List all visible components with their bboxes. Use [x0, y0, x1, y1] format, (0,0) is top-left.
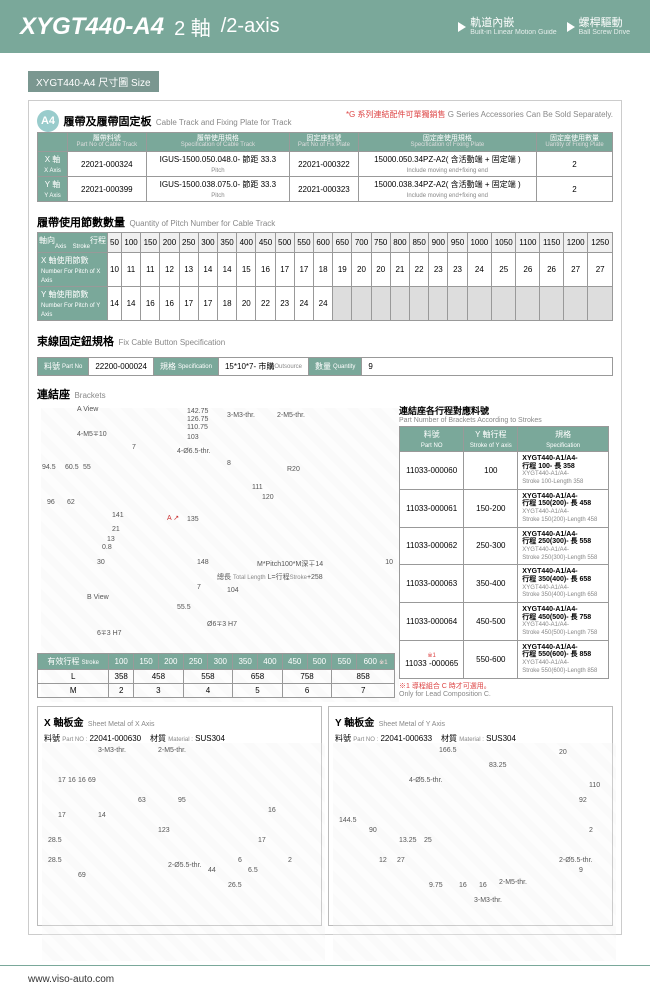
- cable-track-table: 履帶料號Part No of Cable Track履帶使用規格Specific…: [37, 132, 613, 202]
- sheet-x-box: X 軸板金 Sheet Metal of X Axis 料號 Part NO :…: [37, 706, 322, 926]
- brackets-diagram: A View 142.75 126.75 110.75 3-M3-thr. 2-…: [37, 404, 395, 698]
- sec2-title: 履帶使用節數數量: [37, 214, 125, 230]
- a4-badge: A4: [37, 110, 59, 132]
- sheet-y-box: Y 軸板金 Sheet Metal of Y Axis 料號 Part NO :…: [328, 706, 613, 926]
- size-section-tag: XYGT440-A4 尺寸圖 Size: [28, 71, 159, 92]
- pitch-table: 軸向行程AxisStroke50100150200250300350400450…: [37, 232, 613, 321]
- model-title: XYGT440-A4: [20, 13, 164, 41]
- page-footer: www.viso-auto.com: [0, 965, 650, 993]
- fix-cable-spec: 料號 Part No 22200-000024 規格 Specification…: [37, 357, 613, 376]
- stroke-lm-table: 有效行程 Stroke10015020025030035040045050055…: [37, 653, 395, 698]
- sec1-title: 履帶及履帶固定板: [63, 113, 151, 129]
- axis-en: /2-axis: [221, 15, 280, 38]
- axis-zh: 2 軸: [174, 12, 211, 41]
- feature-1: 軌道內嵌Built-in Linear Motion Guide: [458, 17, 556, 37]
- brackets-stroke-table: 料號Part NO Y 軸行程Stroke of Y axis 規格Specif…: [399, 426, 609, 679]
- sec3-title: 束線固定鈕規格: [37, 333, 114, 349]
- triangle-icon: [567, 22, 575, 32]
- brackets-title: 連結座: [37, 386, 70, 402]
- feature-2: 螺桿驅動Ball Screw Drive: [567, 17, 630, 37]
- page-header: XYGT440-A4 2 軸 /2-axis 軌道內嵌Built-in Line…: [0, 0, 650, 53]
- triangle-icon: [458, 22, 466, 32]
